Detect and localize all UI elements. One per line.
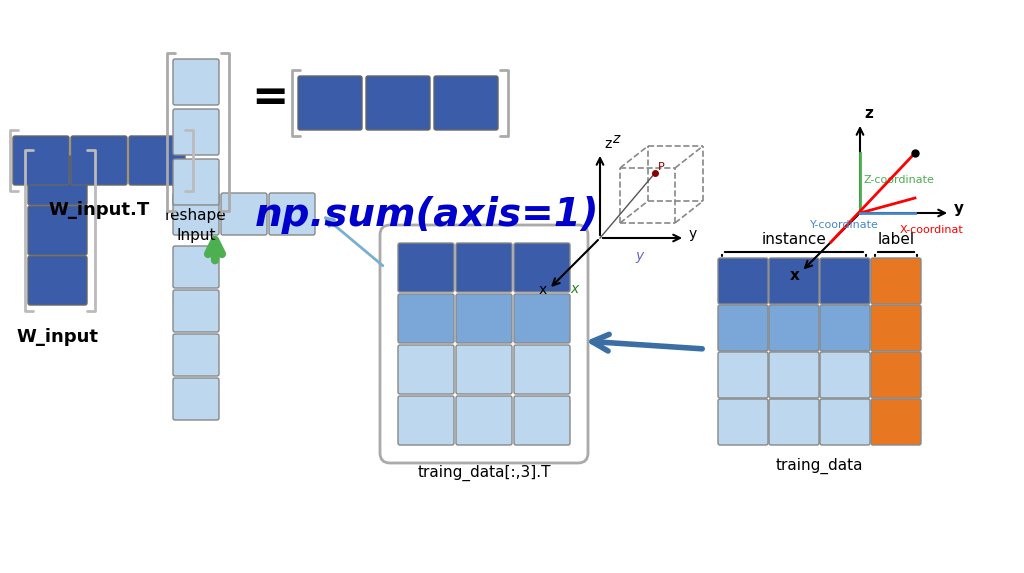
FancyBboxPatch shape: [173, 334, 219, 376]
Text: x: x: [790, 268, 800, 282]
Text: z: z: [604, 137, 611, 151]
FancyBboxPatch shape: [173, 290, 219, 332]
FancyBboxPatch shape: [769, 258, 819, 304]
Text: x: x: [539, 283, 547, 297]
FancyBboxPatch shape: [456, 345, 512, 394]
FancyBboxPatch shape: [221, 193, 267, 235]
FancyBboxPatch shape: [769, 399, 819, 445]
FancyBboxPatch shape: [514, 345, 570, 394]
FancyBboxPatch shape: [769, 352, 819, 398]
FancyBboxPatch shape: [28, 206, 87, 255]
Text: X-coordinat: X-coordinat: [900, 225, 964, 235]
Text: W_input.T: W_input.T: [48, 201, 150, 219]
Text: P: P: [658, 162, 665, 172]
Text: np.sum(axis=1): np.sum(axis=1): [255, 196, 599, 234]
FancyBboxPatch shape: [820, 352, 870, 398]
Text: instance: instance: [762, 232, 826, 247]
FancyBboxPatch shape: [173, 59, 219, 105]
FancyBboxPatch shape: [398, 243, 454, 292]
Text: =: =: [251, 77, 289, 120]
FancyBboxPatch shape: [514, 396, 570, 445]
FancyBboxPatch shape: [129, 136, 185, 185]
FancyBboxPatch shape: [514, 294, 570, 343]
FancyBboxPatch shape: [718, 352, 768, 398]
FancyBboxPatch shape: [173, 246, 219, 288]
FancyBboxPatch shape: [71, 136, 127, 185]
FancyBboxPatch shape: [769, 305, 819, 351]
FancyBboxPatch shape: [173, 378, 219, 420]
Text: z: z: [864, 106, 872, 121]
FancyBboxPatch shape: [28, 156, 87, 205]
FancyBboxPatch shape: [456, 396, 512, 445]
Text: x: x: [570, 282, 579, 296]
Text: traing_data: traing_data: [776, 458, 863, 474]
FancyBboxPatch shape: [398, 294, 454, 343]
FancyBboxPatch shape: [380, 225, 588, 463]
Text: label: label: [878, 232, 914, 247]
FancyBboxPatch shape: [718, 305, 768, 351]
FancyBboxPatch shape: [13, 136, 69, 185]
FancyBboxPatch shape: [28, 256, 87, 305]
Text: y: y: [635, 249, 643, 263]
FancyBboxPatch shape: [718, 399, 768, 445]
FancyBboxPatch shape: [871, 352, 921, 398]
Text: traing_data[:,3].T: traing_data[:,3].T: [417, 465, 551, 481]
FancyBboxPatch shape: [871, 305, 921, 351]
Text: Z-coordinate: Z-coordinate: [864, 175, 935, 185]
FancyBboxPatch shape: [398, 396, 454, 445]
Text: reshape: reshape: [165, 208, 227, 223]
FancyBboxPatch shape: [871, 399, 921, 445]
FancyBboxPatch shape: [820, 305, 870, 351]
FancyBboxPatch shape: [298, 76, 362, 130]
FancyBboxPatch shape: [820, 258, 870, 304]
FancyBboxPatch shape: [456, 294, 512, 343]
Text: y: y: [954, 201, 964, 216]
Text: z: z: [612, 132, 620, 146]
Text: Y-coordinate: Y-coordinate: [810, 220, 879, 230]
FancyBboxPatch shape: [514, 243, 570, 292]
FancyBboxPatch shape: [173, 193, 219, 235]
Text: y: y: [689, 227, 697, 241]
FancyBboxPatch shape: [820, 399, 870, 445]
Text: Input: Input: [176, 228, 216, 243]
FancyBboxPatch shape: [173, 159, 219, 205]
FancyBboxPatch shape: [366, 76, 430, 130]
Text: W_input: W_input: [16, 328, 98, 346]
FancyBboxPatch shape: [718, 258, 768, 304]
FancyBboxPatch shape: [871, 258, 921, 304]
FancyBboxPatch shape: [269, 193, 315, 235]
FancyBboxPatch shape: [456, 243, 512, 292]
FancyBboxPatch shape: [173, 109, 219, 155]
FancyBboxPatch shape: [398, 345, 454, 394]
FancyBboxPatch shape: [434, 76, 498, 130]
